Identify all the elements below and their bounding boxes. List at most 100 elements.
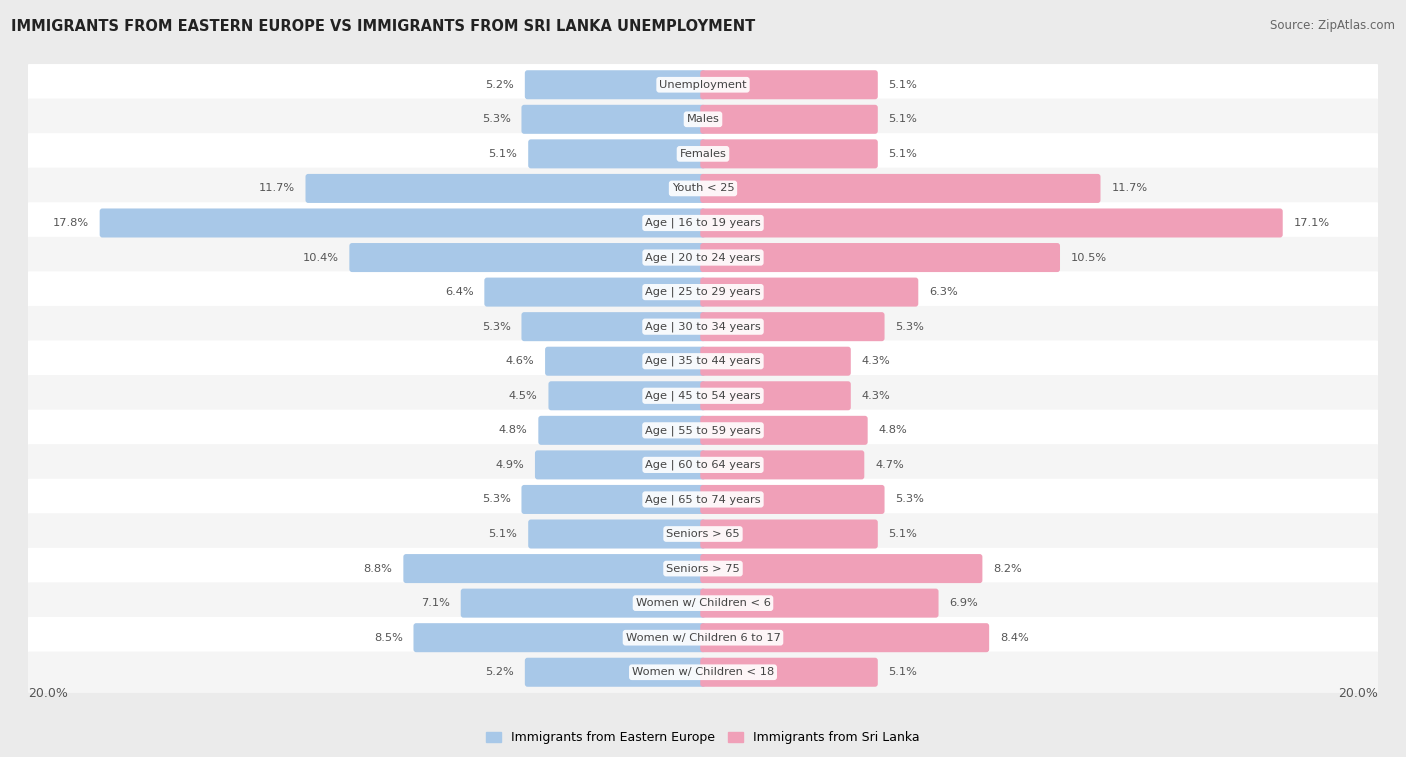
FancyBboxPatch shape xyxy=(700,382,851,410)
Text: 17.1%: 17.1% xyxy=(1294,218,1330,228)
Text: 5.1%: 5.1% xyxy=(889,667,918,678)
FancyBboxPatch shape xyxy=(25,652,1381,693)
Text: Age | 16 to 19 years: Age | 16 to 19 years xyxy=(645,218,761,229)
FancyBboxPatch shape xyxy=(700,416,868,445)
FancyBboxPatch shape xyxy=(700,589,939,618)
Text: 11.7%: 11.7% xyxy=(1111,183,1147,194)
Text: Age | 45 to 54 years: Age | 45 to 54 years xyxy=(645,391,761,401)
Text: 5.1%: 5.1% xyxy=(889,529,918,539)
FancyBboxPatch shape xyxy=(25,410,1381,451)
Text: Males: Males xyxy=(686,114,720,124)
Text: Women w/ Children < 18: Women w/ Children < 18 xyxy=(631,667,775,678)
FancyBboxPatch shape xyxy=(538,416,706,445)
Text: 5.1%: 5.1% xyxy=(889,149,918,159)
Text: 11.7%: 11.7% xyxy=(259,183,295,194)
Text: 4.3%: 4.3% xyxy=(862,357,890,366)
FancyBboxPatch shape xyxy=(404,554,706,583)
FancyBboxPatch shape xyxy=(25,306,1381,347)
Text: 5.1%: 5.1% xyxy=(889,114,918,124)
Text: 5.3%: 5.3% xyxy=(896,494,924,504)
FancyBboxPatch shape xyxy=(548,382,706,410)
FancyBboxPatch shape xyxy=(700,623,990,653)
Text: 4.9%: 4.9% xyxy=(495,460,524,470)
Text: 4.8%: 4.8% xyxy=(879,425,907,435)
FancyBboxPatch shape xyxy=(524,70,706,99)
FancyBboxPatch shape xyxy=(700,104,877,134)
FancyBboxPatch shape xyxy=(25,478,1381,520)
FancyBboxPatch shape xyxy=(25,341,1381,382)
Text: 8.2%: 8.2% xyxy=(993,563,1022,574)
FancyBboxPatch shape xyxy=(700,485,884,514)
Text: 4.6%: 4.6% xyxy=(506,357,534,366)
Text: Age | 60 to 64 years: Age | 60 to 64 years xyxy=(645,459,761,470)
FancyBboxPatch shape xyxy=(546,347,706,375)
Text: Unemployment: Unemployment xyxy=(659,79,747,90)
Text: 8.8%: 8.8% xyxy=(364,563,392,574)
Text: 17.8%: 17.8% xyxy=(53,218,89,228)
FancyBboxPatch shape xyxy=(25,202,1381,244)
FancyBboxPatch shape xyxy=(100,208,706,238)
Text: 4.7%: 4.7% xyxy=(875,460,904,470)
Text: 6.3%: 6.3% xyxy=(929,287,957,297)
FancyBboxPatch shape xyxy=(700,139,877,168)
FancyBboxPatch shape xyxy=(25,168,1381,209)
FancyBboxPatch shape xyxy=(524,658,706,687)
Text: 10.5%: 10.5% xyxy=(1071,253,1107,263)
FancyBboxPatch shape xyxy=(529,519,706,549)
Text: Age | 20 to 24 years: Age | 20 to 24 years xyxy=(645,252,761,263)
Text: IMMIGRANTS FROM EASTERN EUROPE VS IMMIGRANTS FROM SRI LANKA UNEMPLOYMENT: IMMIGRANTS FROM EASTERN EUROPE VS IMMIGR… xyxy=(11,19,755,34)
Text: 5.2%: 5.2% xyxy=(485,79,515,90)
Text: Age | 25 to 29 years: Age | 25 to 29 years xyxy=(645,287,761,298)
FancyBboxPatch shape xyxy=(700,312,884,341)
FancyBboxPatch shape xyxy=(25,444,1381,486)
FancyBboxPatch shape xyxy=(25,513,1381,555)
Text: Women w/ Children 6 to 17: Women w/ Children 6 to 17 xyxy=(626,633,780,643)
FancyBboxPatch shape xyxy=(25,133,1381,175)
Text: 20.0%: 20.0% xyxy=(28,687,67,700)
Text: 10.4%: 10.4% xyxy=(302,253,339,263)
Text: Seniors > 75: Seniors > 75 xyxy=(666,563,740,574)
Text: 8.5%: 8.5% xyxy=(374,633,402,643)
Text: Age | 55 to 59 years: Age | 55 to 59 years xyxy=(645,425,761,435)
Text: 8.4%: 8.4% xyxy=(1000,633,1029,643)
FancyBboxPatch shape xyxy=(522,485,706,514)
FancyBboxPatch shape xyxy=(700,174,1101,203)
FancyBboxPatch shape xyxy=(700,208,1282,238)
FancyBboxPatch shape xyxy=(25,582,1381,624)
Text: 5.3%: 5.3% xyxy=(482,322,510,332)
FancyBboxPatch shape xyxy=(25,64,1381,105)
FancyBboxPatch shape xyxy=(534,450,706,479)
Text: 5.3%: 5.3% xyxy=(482,114,510,124)
Text: Women w/ Children < 6: Women w/ Children < 6 xyxy=(636,598,770,608)
Text: 5.3%: 5.3% xyxy=(482,494,510,504)
FancyBboxPatch shape xyxy=(700,450,865,479)
Text: 4.5%: 4.5% xyxy=(509,391,537,400)
FancyBboxPatch shape xyxy=(25,237,1381,279)
Text: 4.3%: 4.3% xyxy=(862,391,890,400)
FancyBboxPatch shape xyxy=(700,658,877,687)
FancyBboxPatch shape xyxy=(522,312,706,341)
FancyBboxPatch shape xyxy=(25,548,1381,589)
FancyBboxPatch shape xyxy=(529,139,706,168)
FancyBboxPatch shape xyxy=(25,617,1381,659)
Text: 6.9%: 6.9% xyxy=(949,598,979,608)
Text: 7.1%: 7.1% xyxy=(420,598,450,608)
FancyBboxPatch shape xyxy=(25,98,1381,140)
Text: Youth < 25: Youth < 25 xyxy=(672,183,734,194)
Text: 5.1%: 5.1% xyxy=(488,149,517,159)
Text: Seniors > 65: Seniors > 65 xyxy=(666,529,740,539)
FancyBboxPatch shape xyxy=(25,271,1381,313)
Text: Females: Females xyxy=(679,149,727,159)
FancyBboxPatch shape xyxy=(25,375,1381,416)
Text: 6.4%: 6.4% xyxy=(444,287,474,297)
Text: 5.1%: 5.1% xyxy=(488,529,517,539)
Text: 5.3%: 5.3% xyxy=(896,322,924,332)
Legend: Immigrants from Eastern Europe, Immigrants from Sri Lanka: Immigrants from Eastern Europe, Immigran… xyxy=(486,731,920,744)
FancyBboxPatch shape xyxy=(522,104,706,134)
FancyBboxPatch shape xyxy=(461,589,706,618)
Text: Age | 65 to 74 years: Age | 65 to 74 years xyxy=(645,494,761,505)
FancyBboxPatch shape xyxy=(700,519,877,549)
Text: 20.0%: 20.0% xyxy=(1339,687,1378,700)
Text: 5.1%: 5.1% xyxy=(889,79,918,90)
FancyBboxPatch shape xyxy=(349,243,706,272)
